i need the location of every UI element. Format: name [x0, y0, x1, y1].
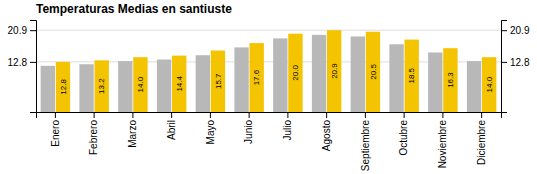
tick-label: Mayo [205, 120, 216, 145]
bar [443, 48, 457, 112]
chart: 12.8 13.2 14.0 14.4 15.7 17.6 20.0 20.9 20.5 18.5… [0, 0, 537, 174]
tick: Marzo [127, 112, 138, 148]
tick-label: Noviembre [437, 120, 448, 169]
data-label: 12.8 [59, 79, 68, 95]
bar [95, 60, 109, 112]
tick: Noviembre [437, 112, 448, 168]
tick-mark [30, 62, 36, 63]
bar [389, 44, 403, 112]
tick: Mayo [205, 112, 216, 144]
bar [482, 57, 496, 112]
tick: Febrero [88, 112, 99, 155]
grid-line [36, 30, 501, 31]
data-label: 15.7 [214, 73, 223, 89]
tick: Diciembre [476, 112, 487, 165]
tick-mark [442, 112, 443, 118]
tick: 12.8 [501, 57, 530, 68]
bar [211, 51, 225, 112]
tick: 12.8 [8, 57, 36, 68]
tick-mark [326, 112, 327, 118]
axis-line [502, 21, 508, 113]
data-labels: 12.8 13.2 14.0 14.4 15.7 17.6 20.0 20.9 20.5 18.5… [59, 63, 494, 95]
bar [133, 57, 147, 112]
title: Temperaturas Medias en santiuste [36, 2, 232, 16]
tick-mark [481, 112, 482, 118]
bar [79, 64, 93, 112]
data-label: 13.2 [97, 78, 106, 94]
tick-mark [249, 112, 250, 118]
bar [172, 56, 186, 112]
tick: Junio [243, 112, 254, 144]
tick-label: Enero [50, 120, 61, 147]
bar [157, 60, 171, 112]
tick-label: 20.9 [8, 25, 28, 36]
bar [288, 34, 302, 112]
bar [327, 30, 341, 112]
tick-label: 20.9 [510, 25, 530, 36]
tick-label: Diciembre [476, 120, 487, 165]
tick-mark [55, 112, 56, 118]
tick: Abril [166, 112, 177, 140]
tick-mark [287, 112, 288, 118]
tick: Julio [282, 112, 293, 141]
y2-axis: 12.8 20.9 [501, 21, 530, 113]
bar [196, 55, 210, 112]
data-label: 14.0 [485, 76, 494, 92]
bar-series [41, 35, 482, 112]
tick-label: 12.8 [510, 57, 530, 68]
data-label: 20.0 [291, 65, 300, 81]
y-axis: 12.8 20.9 [8, 21, 37, 113]
tick-mark [132, 112, 133, 118]
data-label: 17.6 [252, 69, 261, 85]
bars [41, 30, 497, 112]
tick-label: 12.8 [8, 57, 28, 68]
tick-label: Septiembre [360, 120, 371, 172]
tick-label: Febrero [88, 120, 99, 155]
tick: Septiembre [360, 112, 371, 171]
tick: Agosto [321, 112, 332, 151]
data-label: 18.5 [407, 67, 416, 83]
tick: 20.9 [8, 25, 36, 36]
tick: Enero [50, 112, 61, 147]
data-label: 20.9 [330, 63, 339, 79]
tick-label: Junio [243, 120, 254, 144]
tick-mark [501, 30, 507, 31]
tick-label: Octubre [398, 120, 409, 156]
data-label: 14.4 [175, 75, 184, 91]
bar [56, 62, 70, 112]
bar [250, 43, 264, 112]
bar [234, 47, 248, 112]
tick-mark [210, 112, 211, 118]
axis-line [37, 113, 502, 119]
axis-line [30, 21, 37, 113]
tick: 20.9 [501, 25, 530, 36]
bar [273, 38, 287, 112]
bar [366, 32, 380, 112]
tick-mark [501, 62, 507, 63]
tick-mark [94, 112, 95, 118]
tick-label: Marzo [127, 120, 138, 148]
tick-mark [171, 112, 172, 118]
x-axis: Enero Febrero Marzo Abril Mayo Junio Julio Agos… [37, 112, 502, 171]
tick-mark [30, 30, 36, 31]
bar [428, 52, 442, 112]
bar [41, 66, 55, 112]
tick-mark [365, 112, 366, 118]
tick-label: Agosto [321, 120, 332, 152]
bar [405, 40, 419, 112]
tick-label: Julio [282, 120, 293, 141]
data-label: 16.3 [446, 72, 455, 88]
bar [118, 61, 132, 112]
tick: Octubre [398, 112, 409, 156]
tick-mark [404, 112, 405, 118]
bar [312, 35, 326, 112]
bar [351, 36, 365, 112]
data-label: 20.5 [369, 64, 378, 80]
bar [467, 61, 481, 112]
tick-label: Abril [166, 120, 177, 140]
bar-series [56, 30, 497, 112]
data-label: 14.0 [136, 76, 145, 92]
plot: 12.8 13.2 14.0 14.4 15.7 17.6 20.0 20.9 20.5 18.5… [8, 21, 530, 172]
